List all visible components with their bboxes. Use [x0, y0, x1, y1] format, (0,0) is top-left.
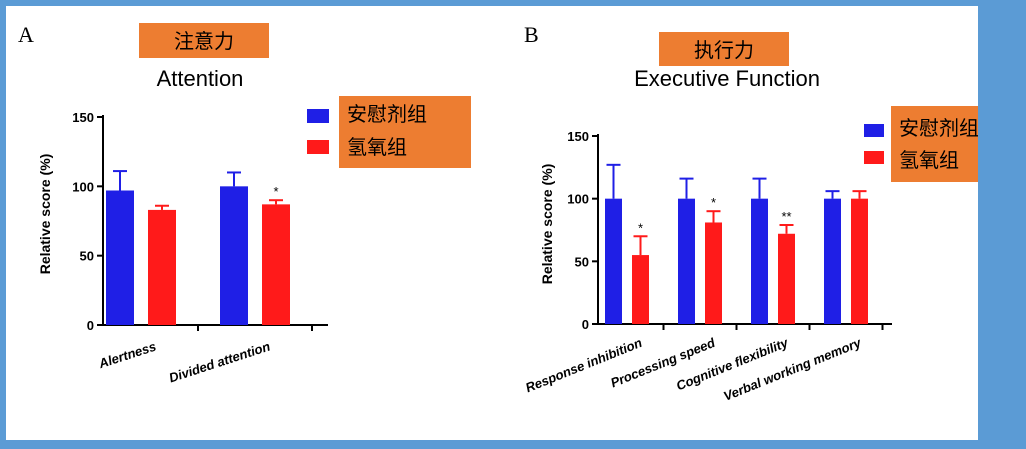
panel-a-y-tick-label: 0 [87, 318, 94, 333]
panel-b-bars: **** [605, 163, 868, 324]
panel-a-y-tick-label: 150 [72, 110, 94, 125]
panel-b-bar-placebo [605, 198, 622, 324]
panel-b-significance-mark: ** [781, 209, 791, 224]
panel-b-legend-hydrogen: 氢氧组 [899, 148, 959, 172]
panel-a-y-tick-label: 100 [72, 179, 94, 194]
panel-b-legend-placebo: 安慰剂组 [899, 116, 978, 140]
panel-a-legend-swatch-placebo [307, 109, 329, 123]
panel-a-category-label: Alertness [96, 339, 158, 372]
panel-b-bar-hydrogen [632, 255, 649, 324]
panel-b-letter: B [524, 22, 539, 47]
panel-b-bar-placebo [824, 198, 841, 324]
panel-a-plot: Relative score (%) 0 50 100 150 Alertness Div… [37, 110, 328, 385]
panel-a-legend-placebo: 安慰剂组 [347, 102, 427, 126]
panel-b-bar-hydrogen [778, 233, 795, 324]
panel-b-y-tick-label: 0 [582, 317, 589, 332]
panel-a-bar-hydrogen [148, 209, 176, 325]
panel-a-y-tick-label: 50 [80, 249, 94, 264]
panel-a-legend-hydrogen: 氢氧组 [347, 135, 407, 159]
panel-b-category-label: Verbal working memory [721, 335, 864, 404]
panel-b-significance-mark: * [711, 195, 716, 210]
panel-a-bar-placebo [220, 186, 248, 325]
panel-b-y-tick-label: 50 [575, 254, 589, 269]
panel-a-bar-placebo [106, 190, 134, 325]
panel-b-legend-swatch-hydrogen [864, 151, 884, 164]
panel-b-cn-title-box [659, 32, 789, 66]
panel-a-y-axis-title: Relative score (%) [37, 154, 53, 275]
panel-b-bar-placebo [678, 198, 695, 324]
panel-b-bar-placebo [751, 198, 768, 324]
figure-frame: A 注意力 Attention 安慰剂组 氢氧组 Relative score … [6, 6, 978, 440]
panel-b-legend-box [891, 106, 978, 182]
panel-a-bar-hydrogen [262, 204, 290, 325]
panel-a-letter: A [18, 22, 34, 47]
panel-a-significance-mark: * [273, 184, 278, 199]
panel-b-bar-hydrogen [705, 222, 722, 324]
panel-b-bar-hydrogen [851, 198, 868, 324]
panel-a-category-label: Divided attention [167, 339, 272, 386]
panel-b-plot: Relative score (%) 0 50 100 150 Response inh… [523, 129, 892, 404]
panel-a-legend-box [339, 96, 471, 168]
panel-b-legend-swatch-placebo [864, 124, 884, 137]
panel-b-y-tick-label: 150 [567, 129, 589, 144]
panel-a-title: Attention [157, 66, 244, 91]
panel-b-cn-title: 执行力 [694, 38, 754, 62]
panel-b-y-tick-label: 100 [567, 192, 589, 207]
panel-a-bars: * [106, 170, 290, 325]
panel-b-y-axis-title: Relative score (%) [539, 164, 555, 285]
panel-b-title: Executive Function [634, 66, 820, 91]
figure-canvas: A 注意力 Attention 安慰剂组 氢氧组 Relative score … [18, 22, 978, 404]
panel-a-legend-swatch-hydrogen [307, 140, 329, 154]
panel-a-cn-title: 注意力 [174, 29, 234, 53]
panel-b-category-label: Response inhibition [523, 335, 644, 395]
panel-a-cn-title-box [139, 23, 269, 58]
panel-b-significance-mark: * [638, 220, 643, 235]
